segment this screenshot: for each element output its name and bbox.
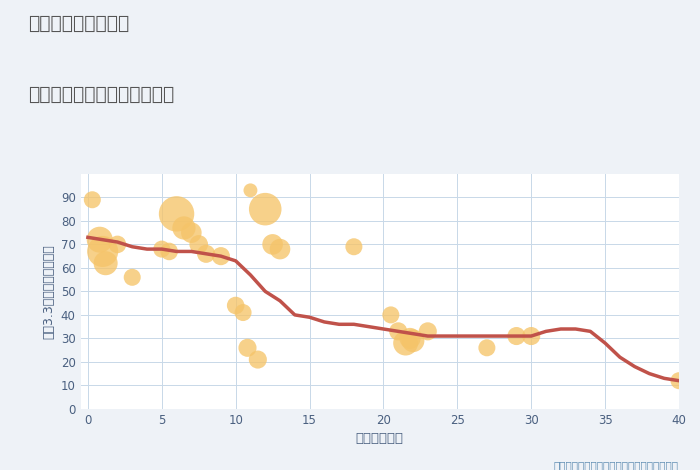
Text: 円の大きさは、取引のあった物件面積を示す: 円の大きさは、取引のあった物件面積を示す <box>554 461 679 470</box>
Point <box>216 252 227 260</box>
Point <box>400 339 411 347</box>
Point <box>511 332 522 340</box>
Point <box>94 236 105 243</box>
Text: 三重県鈴鹿市越知町: 三重県鈴鹿市越知町 <box>28 14 130 33</box>
Point <box>97 248 108 255</box>
Point <box>164 248 175 255</box>
Point <box>230 302 241 309</box>
Point <box>405 335 416 342</box>
Point <box>385 311 396 319</box>
Point <box>171 210 182 218</box>
Point <box>393 328 404 335</box>
Point <box>100 259 111 267</box>
Point <box>127 274 138 281</box>
Point <box>252 356 263 363</box>
Point <box>245 187 256 194</box>
X-axis label: 築年数（年）: 築年数（年） <box>356 432 404 445</box>
Point <box>242 344 253 352</box>
Point <box>274 245 286 253</box>
Point <box>267 241 278 248</box>
Point <box>193 241 204 248</box>
Point <box>349 243 360 251</box>
Point <box>237 309 248 316</box>
Point <box>482 344 493 352</box>
Point <box>260 205 271 213</box>
Point <box>422 328 433 335</box>
Point <box>156 245 167 253</box>
Point <box>526 332 537 340</box>
Point <box>407 337 419 345</box>
Text: 築年数別中古マンション価格: 築年数別中古マンション価格 <box>28 85 174 103</box>
Point <box>178 224 190 232</box>
Point <box>673 377 685 384</box>
Point <box>200 250 211 258</box>
Y-axis label: 坪（3.3㎡）単価（万円）: 坪（3.3㎡）単価（万円） <box>42 244 55 339</box>
Point <box>112 241 123 248</box>
Point <box>87 196 98 204</box>
Point <box>186 229 197 236</box>
